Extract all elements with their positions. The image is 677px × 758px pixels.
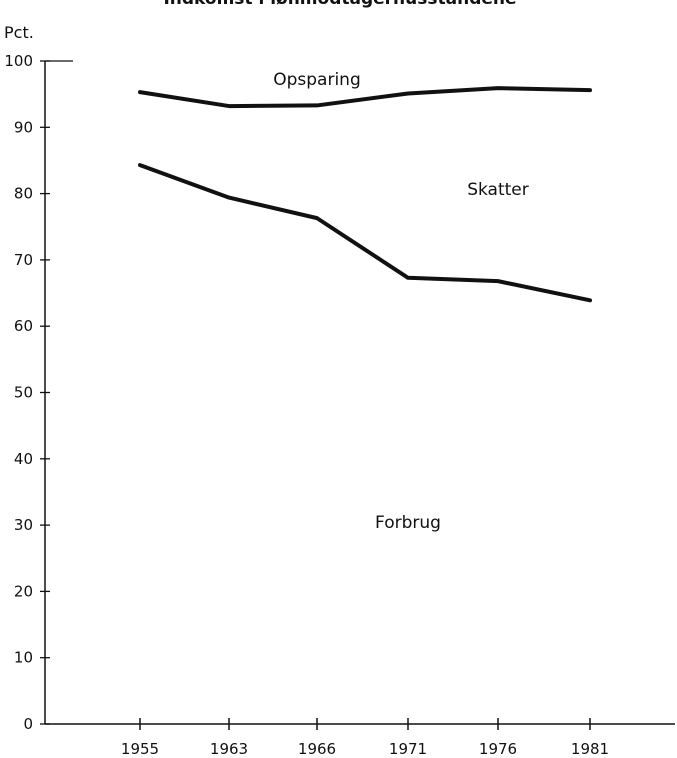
x-tick-label: 1981 [571,740,609,758]
x-tick-label: 1976 [479,740,517,758]
region-label: Forbrug [375,513,441,533]
x-tick-label: 1963 [210,740,248,758]
y-tick-label: 50 [14,384,33,402]
region-annotations: Opsparing Skatter Forbrug [273,70,529,533]
series-line-1 [138,163,592,303]
x-tick-label: 1966 [298,740,336,758]
series-line-0 [138,86,592,109]
series-lines [138,86,592,303]
y-tick-label: 80 [14,185,33,203]
x-tick-label: 1971 [389,740,427,758]
x-tick-label: 1955 [121,740,159,758]
y-tick-label: 70 [14,251,33,269]
chart-title: Indkomst i lønmodtagerhusstandene [163,0,516,9]
x-ticks: 1955 1963 1966 1971 1976 1981 [121,718,609,758]
y-tick-label: 100 [4,52,33,70]
region-label: Skatter [467,180,529,200]
y-axis-unit: Pct. [4,23,34,42]
y-tick-label: 10 [14,649,33,667]
y-tick-label: 90 [14,118,33,136]
y-tick-label: 30 [14,516,33,534]
y-tick-label: 20 [14,582,33,600]
y-tick-label: 40 [14,450,33,468]
y-ticks: 0 10 20 30 40 50 60 70 80 90 100 [4,52,50,733]
region-label: Opsparing [273,70,361,90]
y-tick-label: 0 [23,715,33,733]
y-tick-label: 60 [14,317,33,335]
